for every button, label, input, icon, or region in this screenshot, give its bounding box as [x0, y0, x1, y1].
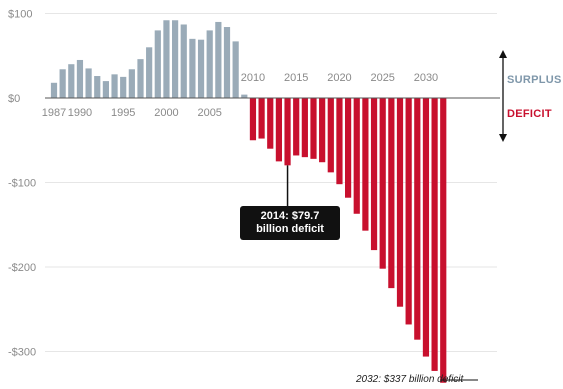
bar [50, 82, 58, 98]
bar [94, 76, 101, 98]
bar [362, 98, 369, 231]
bar [172, 20, 179, 98]
bar [111, 74, 118, 98]
bar [206, 30, 213, 98]
x-tick-label: 2030 [414, 72, 438, 84]
bar [353, 98, 360, 214]
legend-surplus: SURPLUS [507, 74, 562, 86]
bar [319, 98, 326, 163]
bar [293, 98, 300, 156]
bar [249, 98, 257, 141]
bar [258, 98, 265, 139]
y-tick-label: $0 [8, 93, 20, 105]
bar [370, 98, 378, 251]
bar [137, 59, 144, 98]
bar [431, 98, 438, 371]
bar [120, 76, 127, 98]
bar [102, 81, 109, 98]
bar [405, 98, 412, 325]
x-tick-label: 2005 [197, 107, 221, 119]
bar [275, 98, 282, 162]
bar [241, 94, 248, 98]
callout-line2: billion deficit [256, 223, 324, 235]
bar [154, 30, 161, 98]
x-tick-label: 2020 [327, 72, 351, 84]
arrow-down-icon [499, 134, 507, 142]
bar [180, 24, 187, 98]
x-tick-label: 2025 [370, 72, 394, 84]
bar [232, 41, 239, 98]
bar [414, 98, 421, 340]
y-tick-label: $100 [8, 9, 32, 21]
bar [76, 59, 84, 98]
x-tick-label: 2015 [284, 72, 308, 84]
bar [189, 38, 196, 98]
bar [223, 27, 231, 98]
y-tick-label: -$100 [8, 178, 36, 190]
bar [440, 98, 447, 383]
callout-2014: 2014: $79.7 billion deficit [240, 206, 340, 240]
bar [197, 39, 205, 98]
bar [215, 21, 222, 99]
bar [68, 64, 75, 98]
bar [336, 98, 343, 185]
bar [128, 69, 135, 98]
x-tick-label: 1987 [42, 107, 66, 119]
final-deficit-note: 2032: $337 billion deficit [356, 374, 464, 385]
x-tick-label: 1990 [68, 107, 92, 119]
bar [345, 98, 352, 198]
bar [327, 98, 334, 173]
bar [85, 68, 92, 98]
bar [388, 98, 395, 289]
y-tick-label: -$300 [8, 347, 36, 359]
legend-deficit: DEFICIT [507, 108, 552, 120]
bar [396, 98, 404, 307]
bar [301, 98, 308, 158]
bar [379, 98, 386, 269]
callout-line1: 2014: $79.7 [260, 210, 320, 222]
bar [284, 98, 291, 166]
x-tick-label: 2000 [154, 107, 178, 119]
bar [267, 98, 274, 149]
bar [422, 98, 430, 357]
bar [163, 20, 170, 98]
x-tick-label: 1995 [111, 107, 135, 119]
bar [310, 98, 317, 159]
x-tick-label: 2010 [241, 72, 265, 84]
bar [146, 47, 153, 98]
bar [59, 69, 66, 98]
arrow-up-icon [499, 50, 507, 58]
y-tick-label: -$200 [8, 262, 36, 274]
